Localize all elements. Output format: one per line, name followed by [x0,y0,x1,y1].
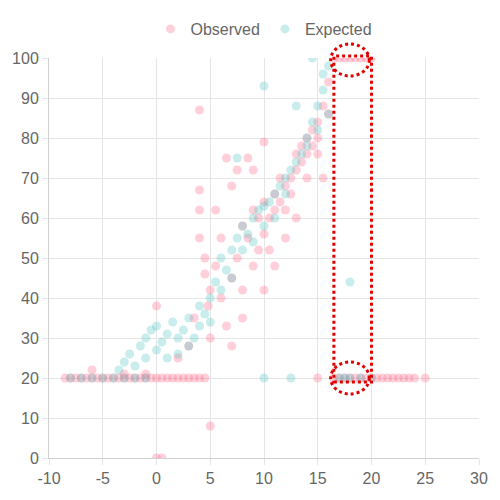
svg-text:60: 60 [21,210,39,227]
svg-text:Expected: Expected [305,21,372,38]
svg-text:100: 100 [12,50,39,67]
svg-text:15: 15 [309,470,327,487]
svg-text:20: 20 [21,370,39,387]
svg-text:5: 5 [206,470,215,487]
svg-text:Observed: Observed [191,21,260,38]
svg-text:0: 0 [30,450,39,467]
svg-text:25: 25 [416,470,434,487]
svg-text:10: 10 [255,470,273,487]
svg-text:20: 20 [363,470,381,487]
svg-text:30: 30 [21,330,39,347]
svg-text:-10: -10 [37,470,60,487]
svg-text:-5: -5 [96,470,110,487]
svg-text:10: 10 [21,410,39,427]
svg-text:50: 50 [21,250,39,267]
svg-text:30: 30 [470,470,488,487]
svg-text:70: 70 [21,170,39,187]
svg-text:0: 0 [152,470,161,487]
svg-text:40: 40 [21,290,39,307]
svg-text:80: 80 [21,130,39,147]
svg-text:90: 90 [21,90,39,107]
